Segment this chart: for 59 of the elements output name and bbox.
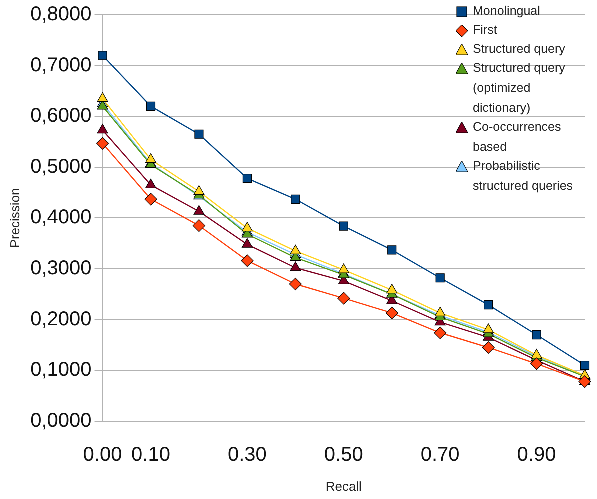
legend-label: Structured query (473, 41, 566, 58)
point (192, 220, 206, 232)
point (388, 246, 397, 255)
point (291, 194, 300, 204)
point (97, 92, 108, 102)
legend-label: Structured query (optimized dictionary) (473, 60, 566, 117)
legend-label: First (473, 22, 498, 39)
point (290, 262, 302, 272)
point (194, 130, 204, 139)
y-tick-label: 0,8000 (30, 4, 92, 26)
point (483, 324, 494, 334)
x-tick-label: 0.00 (83, 444, 122, 466)
point (96, 137, 110, 150)
y-tick-label: 0,4000 (30, 206, 92, 229)
y-tick-label: 0,1000 (30, 359, 92, 382)
point (482, 341, 495, 354)
legend-label: Probabilistic structured queries (473, 158, 574, 195)
point (434, 326, 447, 340)
point (530, 358, 544, 370)
point (436, 274, 445, 283)
point (242, 238, 253, 248)
point (146, 102, 156, 111)
x-tick-label: 0.70 (420, 444, 460, 466)
point (434, 306, 446, 316)
y-tick-label: 0,6000 (30, 105, 92, 128)
point (386, 284, 398, 294)
point (98, 51, 108, 60)
y-axis-title: Precission (7, 188, 22, 248)
point (484, 300, 494, 310)
point (194, 205, 205, 215)
point (532, 330, 542, 340)
y-tick-label: 0,2000 (30, 308, 92, 330)
y-tick-label: 0,7000 (30, 54, 92, 76)
x-tick-label: 0.50 (324, 444, 364, 466)
x-axis-title: Recall (326, 478, 362, 494)
point (97, 124, 108, 134)
legend-label: Monolingual (473, 3, 540, 20)
y-tick-label: 0,5000 (30, 156, 92, 178)
x-tick-label: 0.30 (228, 444, 267, 466)
point (580, 360, 590, 370)
legend-label: Co-occurrences based (473, 119, 562, 156)
point (338, 264, 350, 274)
x-tick-label: 0.90 (517, 444, 556, 466)
point (289, 278, 302, 291)
point (146, 153, 156, 164)
point (386, 306, 398, 320)
y-tick-label: 0,0000 (30, 410, 92, 432)
point (338, 292, 350, 305)
point (339, 222, 348, 231)
point (242, 174, 252, 184)
point (290, 244, 302, 255)
point (241, 254, 254, 268)
y-tick-label: 0,3000 (30, 258, 92, 280)
point (144, 193, 158, 206)
point (146, 178, 156, 188)
point (578, 375, 592, 388)
point (242, 222, 253, 232)
point (194, 185, 205, 196)
x-tick-label: 0.10 (132, 444, 170, 466)
